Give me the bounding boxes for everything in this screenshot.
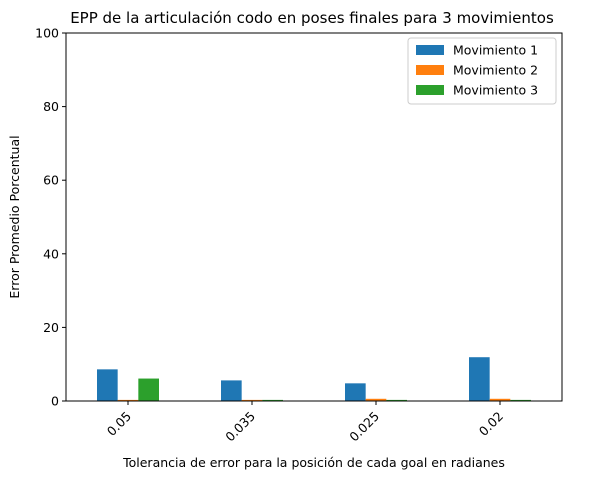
y-tick-label: 40 — [43, 246, 59, 261]
bar-movimiento-2-0.05 — [117, 399, 139, 401]
bar-movimiento-3-0.025 — [386, 399, 407, 401]
legend-label: Movimiento 3 — [453, 83, 538, 98]
y-axis-label: Error Promedio Porcentual — [7, 135, 22, 298]
y-tick-label: 100 — [35, 26, 59, 41]
x-tick-label: 0.05 — [104, 409, 134, 439]
bar-movimiento-1-0.035 — [221, 380, 242, 401]
legend: Movimiento 1 Movimiento 2 Movimiento 3 — [407, 37, 557, 105]
legend-swatch — [416, 65, 444, 75]
x-axis-label: Tolerancia de error para la posición de … — [122, 455, 505, 470]
legend-label: Movimiento 1 — [453, 43, 538, 58]
bar-movimiento-2-0.02 — [489, 398, 511, 401]
bar-movimiento-3-0.05 — [138, 378, 159, 401]
bar-movimiento-3-0.035 — [262, 399, 283, 401]
chart-title: EPP de la articulación codo en poses fin… — [70, 9, 554, 27]
x-axis: 0.05 0.035 0.025 0.02 — [104, 401, 506, 444]
plot-area — [97, 357, 531, 401]
y-tick-label: 20 — [43, 320, 59, 335]
plot-frame — [65, 32, 563, 402]
x-tick-label: 0.02 — [476, 409, 506, 439]
y-tick-label: 80 — [43, 99, 59, 114]
y-tick-label: 60 — [43, 173, 59, 188]
bar-movimiento-1-0.025 — [345, 383, 366, 401]
bar-movimiento-2-0.035 — [241, 399, 263, 401]
y-tick-label: 0 — [51, 394, 59, 409]
bar-movimiento-1-0.05 — [97, 369, 118, 401]
x-tick-label: 0.035 — [222, 409, 258, 445]
legend-label: Movimiento 2 — [453, 63, 538, 78]
legend-swatch — [416, 85, 444, 95]
legend-frame — [407, 37, 557, 105]
y-axis: 0 20 40 60 80 100 — [35, 26, 66, 409]
legend-swatch — [416, 45, 444, 55]
x-tick-label: 0.025 — [346, 409, 382, 445]
bar-movimiento-3-0.02 — [510, 399, 531, 401]
bar-movimiento-2-0.025 — [365, 398, 387, 401]
bar-movimiento-1-0.02 — [469, 357, 490, 401]
